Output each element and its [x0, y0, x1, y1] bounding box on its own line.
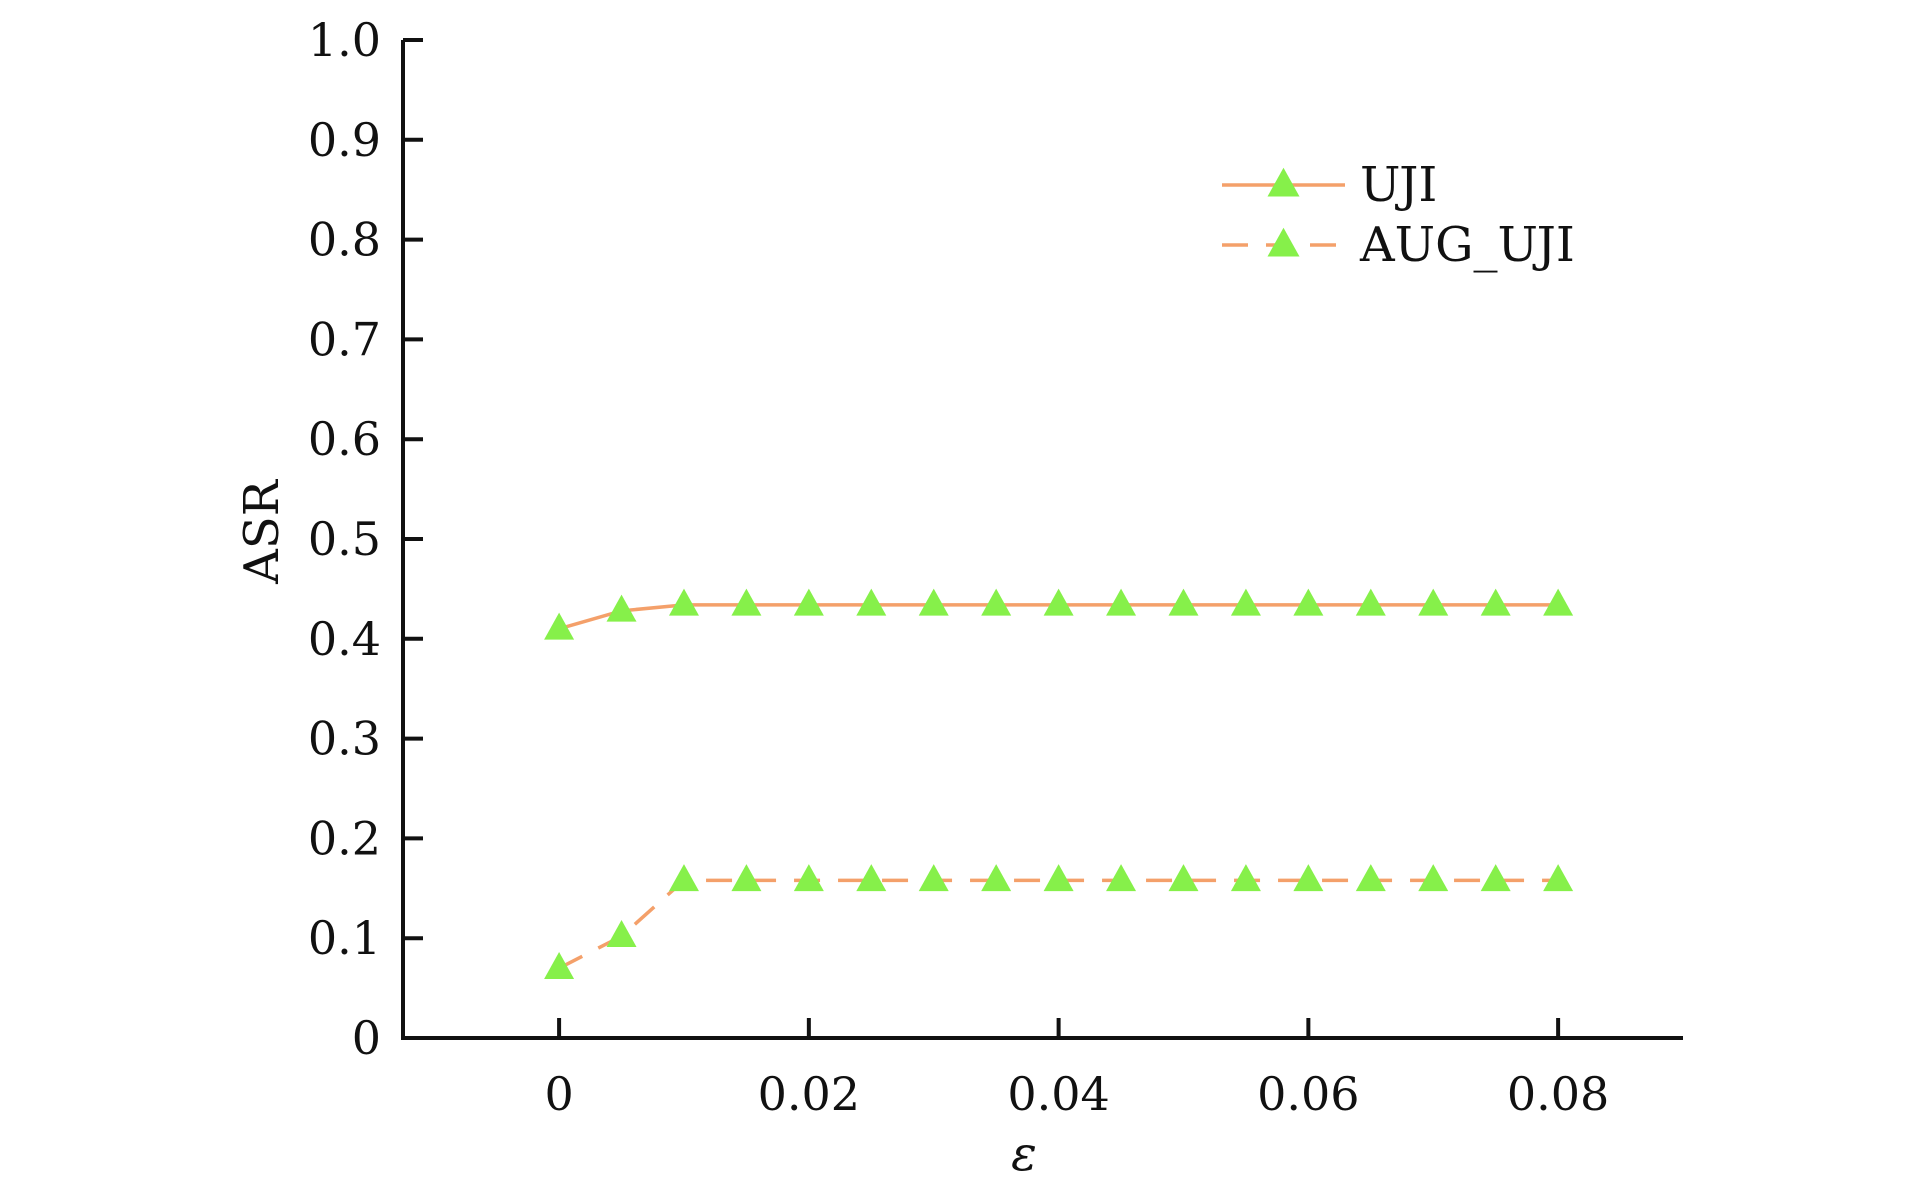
data-point [731, 864, 762, 892]
data-point [1543, 864, 1574, 892]
y-tick-label: 0.2 [308, 811, 381, 865]
y-tick-label: 0.6 [308, 412, 381, 466]
legend-marker [1267, 167, 1300, 197]
data-point [544, 951, 575, 979]
data-point [1043, 588, 1074, 616]
data-point [1293, 864, 1324, 892]
legend-item: UJI [1222, 157, 1437, 213]
data-point [731, 588, 762, 616]
legend-label: AUG_UJI [1359, 217, 1575, 273]
data-point [793, 588, 824, 616]
x-tick-label: 0.04 [1007, 1067, 1109, 1121]
x-tick-label: 0.06 [1257, 1067, 1359, 1121]
data-point [668, 588, 699, 616]
data-point [1106, 588, 1137, 616]
series-aug_uji [544, 864, 1574, 979]
data-point [1355, 588, 1386, 616]
y-axis-title: ASR [234, 478, 290, 585]
y-tick-label: 0.1 [308, 911, 381, 965]
y-tick-label: 0.4 [308, 612, 381, 666]
data-point [856, 588, 887, 616]
data-point [668, 864, 699, 892]
axes: 0 0.1 0.2 0.3 0.4 0.5 0.6 0.7 0.8 0.9 1.0 0 0.02 0.04… [308, 13, 1683, 1121]
data-point [1418, 588, 1449, 616]
data-point [1543, 588, 1574, 616]
data-point [1230, 588, 1261, 616]
data-point [1355, 864, 1386, 892]
x-tick-label: 0 [544, 1067, 573, 1121]
legend-label: UJI [1360, 157, 1437, 213]
y-tick-label: 0.7 [308, 312, 381, 366]
series-line [558, 878, 1559, 970]
y-tick-label: 0.3 [308, 712, 381, 766]
legend-marker [1267, 227, 1300, 257]
data-point [544, 612, 575, 640]
data-point [606, 594, 637, 622]
y-tick-label: 1.0 [308, 13, 381, 67]
series-uji [544, 588, 1574, 640]
data-point [1480, 588, 1511, 616]
series-layer [544, 588, 1574, 979]
data-point [1106, 864, 1137, 892]
y-tick-label: 0 [352, 1011, 381, 1065]
data-point [981, 864, 1012, 892]
data-point [1230, 864, 1261, 892]
x-axis-title: ε [1011, 1126, 1037, 1181]
data-point [606, 920, 637, 948]
data-point [793, 864, 824, 892]
data-point [981, 588, 1012, 616]
data-point [1418, 864, 1449, 892]
data-point [1043, 864, 1074, 892]
data-point [1293, 588, 1324, 616]
y-tick-label: 0.9 [308, 113, 381, 167]
data-point [918, 588, 949, 616]
y-tick-label: 0.5 [308, 512, 381, 566]
data-point [1168, 588, 1199, 616]
data-point [1480, 864, 1511, 892]
x-tick-label: 0.08 [1507, 1067, 1609, 1121]
data-point [856, 864, 887, 892]
x-tick-label: 0.02 [758, 1067, 860, 1121]
data-point [918, 864, 949, 892]
legend-item: AUG_UJI [1222, 217, 1575, 273]
y-tick-label: 0.8 [308, 213, 381, 267]
data-point [1168, 864, 1199, 892]
